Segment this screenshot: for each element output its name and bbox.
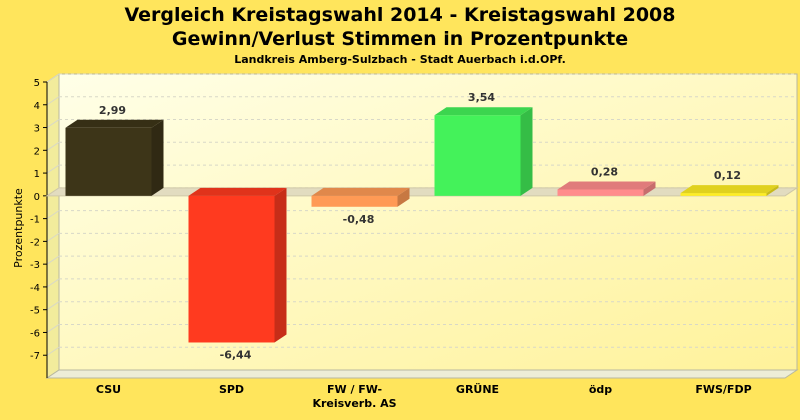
bar-top (65, 119, 164, 128)
bar-front (188, 195, 275, 343)
bar-top (557, 181, 656, 190)
bar (65, 119, 164, 196)
gridline-side (46, 164, 60, 174)
y-tick-label: -7 (30, 351, 40, 362)
bar-front (434, 115, 521, 196)
bar (311, 187, 410, 207)
bar-side (643, 181, 656, 196)
bar-front (65, 127, 152, 196)
y-axis-label: Prozentpunkte (12, 188, 25, 268)
chart-title-line-2: Gewinn/Verlust Stimmen in Prozentpunkte (171, 28, 629, 50)
data-label: 0,12 (714, 169, 741, 182)
x-tick-label: FW / FW- (327, 383, 382, 396)
bar-side (274, 187, 287, 343)
bar-side (766, 185, 779, 196)
bar (434, 107, 533, 196)
x-tick-label: ödp (589, 383, 612, 396)
bar-side (520, 107, 533, 196)
data-label: -6,44 (220, 348, 252, 361)
data-label: 0,28 (591, 165, 618, 178)
gridline-side (46, 232, 60, 242)
data-label: 3,54 (468, 91, 495, 104)
y-tick-label: 3 (34, 124, 40, 135)
x-tick-label: SPD (219, 383, 244, 396)
plot-left-wall (46, 73, 60, 379)
plot-floor (45, 369, 799, 379)
y-tick-label: -2 (30, 237, 40, 248)
y-tick-label: -6 (30, 328, 40, 339)
y-tick-label: -3 (30, 260, 40, 271)
gridline-side (46, 301, 60, 311)
data-label: 2,99 (99, 104, 126, 117)
gridline-side (46, 96, 60, 106)
gridline-side (46, 210, 60, 220)
gridline-side (46, 119, 60, 128)
chart-subtitle: Landkreis Amberg-Sulzbach - Stadt Auerba… (234, 53, 566, 66)
chart-title: Vergleich Kreistagswahl 2014 - Kreistags… (124, 4, 676, 26)
bar (188, 187, 287, 343)
y-tick-label: 4 (34, 101, 40, 112)
gridline-side (46, 141, 60, 151)
bar-top (680, 185, 779, 194)
y-tick-label: 5 (34, 78, 40, 89)
gridline-side (46, 255, 60, 265)
y-tick-label: -5 (30, 306, 40, 317)
y-tick-label: 2 (34, 146, 40, 157)
gridline-side (46, 346, 60, 356)
x-tick-label: GRÜNE (456, 382, 499, 396)
y-tick-label: 0 (34, 192, 40, 203)
bar (557, 181, 656, 196)
x-tick-label: FWS/FDP (695, 383, 751, 396)
x-tick-label: CSU (96, 383, 121, 396)
gridline-side (46, 73, 60, 83)
bar-side (151, 119, 164, 196)
y-tick-label: 1 (34, 169, 40, 180)
gridline-side (46, 324, 60, 333)
bar-top (311, 187, 410, 196)
plot-back-wall (58, 73, 798, 371)
data-label: -0,48 (343, 213, 375, 226)
bar-top (188, 187, 287, 196)
x-tick-label-line-2: Kreisverb. AS (312, 397, 396, 410)
y-tick-label: -1 (30, 215, 40, 226)
gridline-side (46, 278, 60, 288)
bar-front (557, 189, 644, 196)
y-tick-label: -4 (30, 283, 40, 294)
bar (680, 185, 779, 196)
bar-front (311, 195, 398, 207)
bar-front (680, 193, 767, 196)
bar-side (397, 187, 410, 207)
bar-top (434, 107, 533, 116)
